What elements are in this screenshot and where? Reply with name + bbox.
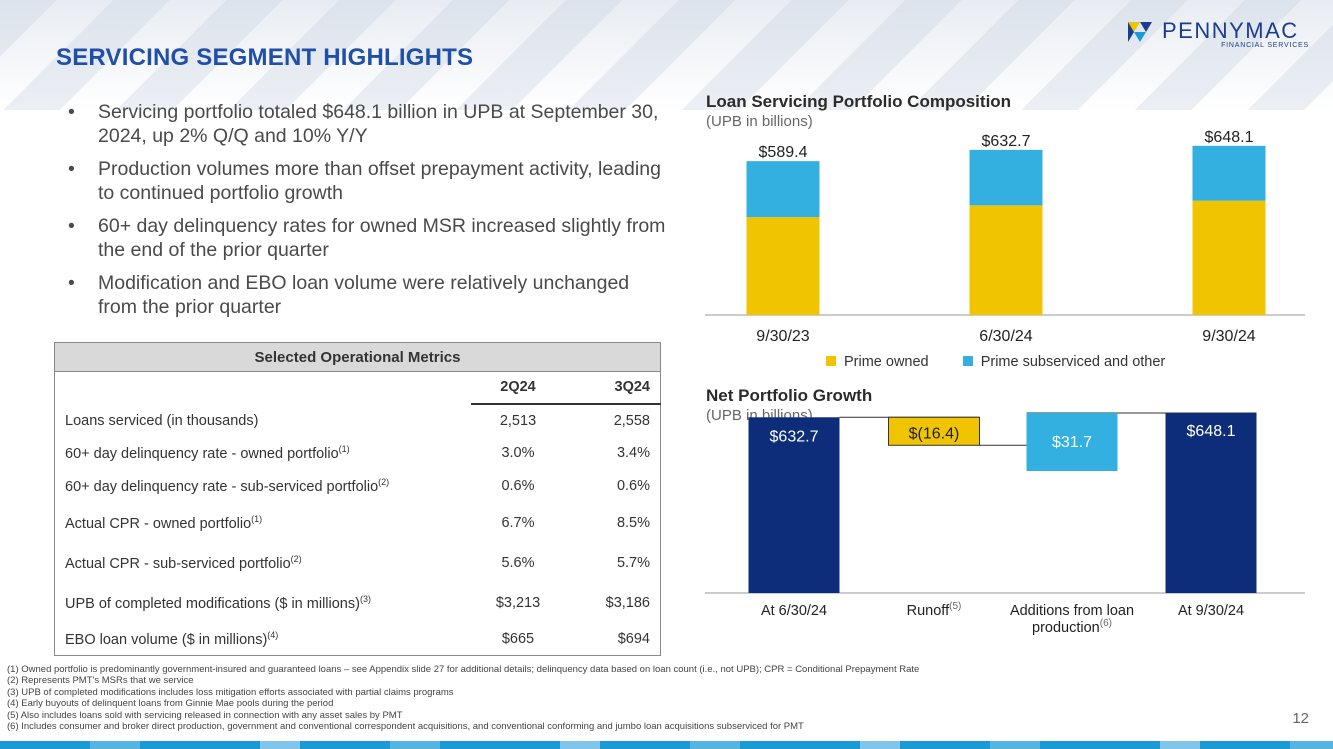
bar-prime-owned bbox=[746, 217, 820, 315]
bar-total-label: $648.1 bbox=[1205, 129, 1254, 146]
cell-3q24: $3,186 bbox=[605, 594, 650, 611]
x-tick-label: 9/30/24 bbox=[1202, 328, 1255, 345]
list-item: • Production volumes more than offset pre… bbox=[68, 158, 661, 204]
composition-chart: $589.4 9/30/23 $632.7 6/30/24 $648.1 9/30/24 bbox=[705, 129, 1305, 345]
footnote: (4) Early buyouts of delinquent loans fr… bbox=[7, 698, 334, 710]
header-background bbox=[0, 0, 1333, 110]
bar-value-label: $(16.4) bbox=[909, 425, 960, 442]
cell-3q24: 2,558 bbox=[613, 412, 650, 429]
legend-swatch-prime-owned bbox=[826, 356, 836, 366]
list-item: • Modification and EBO loan volume were r… bbox=[68, 272, 630, 318]
bullet-icon: • bbox=[68, 158, 75, 180]
cell-2q24: $3,213 bbox=[495, 594, 541, 611]
column-header-3q24: 3Q24 bbox=[565, 371, 661, 405]
row-label: EBO loan volume ($ in millions) bbox=[65, 631, 268, 648]
bullet-icon: • bbox=[68, 272, 75, 294]
bar-value-label: $31.7 bbox=[1052, 434, 1092, 451]
bar-prime-owned bbox=[969, 205, 1043, 315]
x-tick-label: Runoff(5) bbox=[907, 601, 962, 619]
footnote-ref: (6) bbox=[1100, 618, 1112, 629]
bar-value-label: $648.1 bbox=[1187, 423, 1236, 440]
bar-prime-subserviced bbox=[1192, 145, 1266, 201]
list-item: • 60+ day delinquency rates for owned MSR… bbox=[68, 215, 666, 261]
row-label: Actual CPR - owned portfolio bbox=[65, 515, 252, 532]
footnote: (3) UPB of completed modifications inclu… bbox=[7, 686, 454, 698]
row-label: 60+ day delinquency rate - sub-serviced … bbox=[65, 478, 379, 495]
bullet-icon: • bbox=[68, 215, 75, 237]
page-title: SERVICING SEGMENT HIGHLIGHTS bbox=[56, 44, 474, 71]
table-row: 60+ day delinquency rate - sub-serviced … bbox=[55, 470, 661, 503]
cell-2q24: 0.6% bbox=[501, 478, 535, 494]
composition-legend: Prime owned Prime subserviced and other bbox=[826, 354, 1165, 370]
cell-2q24: 6.7% bbox=[501, 514, 535, 531]
legend-label: Prime subserviced and other bbox=[980, 354, 1166, 370]
x-tick-label: At 9/30/24 bbox=[1178, 603, 1244, 619]
x-tick-label: production(6) bbox=[1032, 618, 1112, 636]
cell-3q24: 3.4% bbox=[616, 445, 650, 461]
legend-swatch-prime-subserviced bbox=[962, 356, 973, 366]
footnote: (5) Also includes loans sold with servic… bbox=[7, 709, 403, 721]
legend-label: Prime owned bbox=[844, 354, 929, 370]
bar-total-label: $632.7 bbox=[982, 133, 1031, 150]
table-title: Selected Operational Metrics bbox=[54, 342, 661, 372]
x-tick-label: 6/30/24 bbox=[979, 328, 1032, 345]
column-header-2q24: 2Q24 bbox=[470, 371, 566, 405]
table-row: EBO loan volume ($ in millions)(4) $665 … bbox=[55, 623, 661, 656]
footer-stripe bbox=[0, 741, 1333, 749]
bar-prime-subserviced bbox=[969, 149, 1043, 206]
highlights-list: • Servicing portfolio totaled $648.1 bill… bbox=[68, 100, 668, 328]
bar-value-label: $632.7 bbox=[770, 428, 819, 445]
growth-chart: $632.7 At 6/30/24 $(16.4) Runoff(5) $31.7 Add… bbox=[705, 412, 1305, 636]
bar-total-label: $589.4 bbox=[759, 144, 808, 161]
cell-2q24: 2,513 bbox=[499, 412, 537, 429]
x-tick-label: At 6/30/24 bbox=[761, 603, 827, 619]
growth-chart-title: Net Portfolio Growth bbox=[706, 386, 873, 405]
logo-text: PENNYMAC bbox=[1162, 18, 1299, 43]
waterfall-bar bbox=[1165, 413, 1257, 593]
page-number: 12 bbox=[1292, 710, 1309, 727]
list-item: • Servicing portfolio totaled $648.1 bill… bbox=[68, 101, 659, 147]
footnotes: (1) Owned portfolio is predominantly gov… bbox=[7, 664, 1207, 732]
cell-2q24: 5.6% bbox=[501, 554, 535, 571]
x-tick-label: 9/30/23 bbox=[756, 328, 809, 345]
logo-subtext: FINANCIAL SERVICES bbox=[1221, 42, 1309, 49]
bar-prime-owned bbox=[1192, 200, 1266, 315]
table-row: UPB of completed modifications ($ in mil… bbox=[55, 583, 661, 623]
pennymac-mark-icon bbox=[1128, 22, 1152, 42]
footnote: (6) Includes consumer and broker direct … bbox=[7, 721, 804, 733]
table-row: Actual CPR - sub-serviced portfolio(2) 5… bbox=[55, 543, 661, 583]
waterfall-bar bbox=[888, 416, 980, 446]
footnote: (1) Owned portfolio is predominantly gov… bbox=[7, 664, 920, 675]
bar-prime-subserviced bbox=[746, 161, 820, 218]
table-header-row: 2Q24 3Q24 bbox=[55, 371, 661, 405]
row-label: Loans serviced (in thousands) bbox=[65, 412, 259, 429]
composition-chart-title: Loan Servicing Portfolio Composition bbox=[706, 92, 1012, 111]
bullet-icon: • bbox=[68, 101, 75, 123]
row-label: Actual CPR - sub-serviced portfolio bbox=[65, 555, 291, 572]
table-row: 60+ day delinquency rate - owned portfol… bbox=[55, 437, 661, 470]
row-label: 60+ day delinquency rate - owned portfol… bbox=[65, 445, 339, 462]
cell-3q24: 0.6% bbox=[616, 478, 650, 494]
x-tick-label: Additions from loan bbox=[1010, 603, 1134, 619]
composition-chart-subtitle: (UPB in billions) bbox=[706, 113, 813, 130]
cell-3q24: $694 bbox=[617, 630, 650, 647]
waterfall-bar bbox=[1026, 413, 1118, 471]
footnote-ref: (5) bbox=[949, 601, 961, 612]
cell-3q24: 8.5% bbox=[616, 514, 650, 531]
cell-2q24: 3.0% bbox=[501, 445, 535, 461]
cell-3q24: 5.7% bbox=[616, 554, 650, 571]
row-label: UPB of completed modifications ($ in mil… bbox=[65, 595, 360, 612]
table-row: Actual CPR - owned portfolio(1) 6.7% 8.5… bbox=[55, 503, 661, 543]
table-row: Loans serviced (in thousands) 2,513 2,55… bbox=[55, 404, 661, 437]
waterfall-bar bbox=[748, 417, 840, 593]
pennymac-logo: PENNYMAC FINANCIAL SERVICES bbox=[1128, 18, 1313, 52]
operational-metrics-table: Selected Operational Metrics 2Q24 3Q24 L… bbox=[54, 342, 661, 656]
cell-2q24: $665 bbox=[501, 630, 535, 647]
footnote: (2) Represents PMT's MSRs that we servic… bbox=[7, 675, 194, 687]
